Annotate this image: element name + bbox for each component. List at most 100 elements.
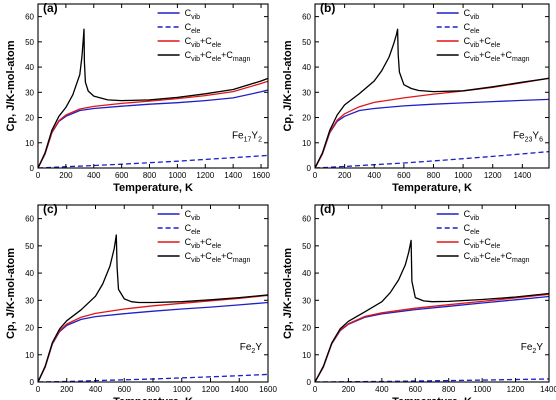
y-tick-label: 0	[307, 378, 312, 387]
subscript-text: ele	[491, 257, 500, 264]
label-text: Y	[532, 130, 539, 141]
series-line-total	[315, 28, 549, 168]
subscript-text: vib	[191, 215, 200, 222]
y-tick-label: 10	[25, 351, 34, 360]
subscript-text: ele	[491, 243, 500, 250]
subscript-text: vib	[470, 42, 479, 49]
material-label: Fe2Y	[521, 342, 544, 355]
legend-entry-total: Cvib+Cele+Cmagn	[464, 251, 530, 264]
x-tick-label: 0	[36, 385, 41, 394]
subscript-text: ele	[470, 229, 479, 236]
label-text: C	[464, 50, 471, 60]
x-tick-label: 1600	[259, 385, 277, 394]
y-tick-label: 60	[302, 13, 311, 22]
y-tick-label: 40	[302, 269, 311, 278]
subscript-text: 2	[532, 348, 536, 355]
label-text: C	[464, 36, 471, 46]
x-tick-label: 600	[409, 385, 423, 394]
y-tick-label: 30	[302, 88, 311, 97]
x-tick-label: 1400	[513, 171, 531, 180]
subscript-text: vib	[470, 243, 479, 250]
y-tick-label: 30	[25, 88, 34, 97]
y-tick-label: 30	[302, 296, 311, 305]
x-tick-label: 400	[375, 385, 389, 394]
y-tick-label: 60	[25, 13, 34, 22]
y-tick-label: 30	[25, 296, 34, 305]
subscript-text: vib	[470, 257, 479, 264]
y-tick-label: 10	[302, 351, 311, 360]
series-line-total	[38, 28, 268, 168]
label-text: C	[185, 22, 192, 32]
material-label: Fe17Y2	[232, 130, 262, 143]
y-tick-label: 0	[307, 164, 312, 173]
label-text: Fe	[232, 130, 244, 141]
label-text: C	[464, 237, 471, 247]
x-tick-label: 200	[342, 385, 356, 394]
y-tick-label: 60	[25, 215, 34, 224]
y-tick-label: 20	[302, 114, 311, 123]
x-tick-label: 600	[118, 385, 132, 394]
plot-frame	[314, 3, 550, 169]
label-text: +C	[479, 36, 491, 46]
label-text: +C	[200, 50, 212, 60]
legend-entry-ele: Cele	[464, 22, 480, 35]
y-axis-title: Cp, J/K-mol-atom	[282, 248, 294, 339]
label-text: C	[185, 50, 192, 60]
chart-panel-c: 0 200 400 600 800 1000 1200 1400 1600 0 10 20 30 40 50…	[5, 202, 277, 400]
y-tick-label: 40	[25, 269, 34, 278]
y-tick-label: 0	[30, 378, 35, 387]
panel-label: (a)	[43, 1, 58, 15]
chart-panel-d: 0 200 400 600 800 1000 1200 1400 0 10 20 30 40 50 60 Te…	[282, 202, 556, 400]
legend-entry-ele: Cele	[185, 223, 201, 236]
legend-entry-total: Cvib+Cele+Cmagn	[464, 50, 530, 63]
subscript-text: magn	[512, 257, 530, 264]
subscript-text: vib	[470, 215, 479, 222]
legend-entry-vib: Cvib	[464, 209, 480, 222]
y-axis-title: Cp, J/K-mol-atom	[5, 248, 17, 339]
x-axis-title: Temperature, K	[113, 396, 193, 400]
y-tick-label: 50	[302, 242, 311, 251]
x-tick-label: 200	[338, 171, 352, 180]
x-tick-label: 1200	[507, 385, 525, 394]
label-text: C	[185, 237, 192, 247]
material-label: Fe23Y6	[513, 130, 543, 143]
label-text: +C	[221, 251, 233, 261]
x-axis-title: Temperature, K	[113, 182, 193, 194]
plot-frame	[37, 3, 269, 169]
label-text: +C	[200, 237, 212, 247]
label-text: +C	[200, 36, 212, 46]
series-line-vib	[38, 89, 268, 168]
x-tick-label: 800	[143, 171, 157, 180]
label-text: C	[185, 36, 192, 46]
y-tick-label: 40	[302, 63, 311, 72]
x-tick-label: 600	[397, 171, 411, 180]
subscript-text: 6	[539, 136, 543, 143]
label-text: Fe	[513, 130, 525, 141]
label-text: C	[464, 22, 471, 32]
y-axis-title: Cp, J/K-mol-atom	[282, 40, 294, 131]
chart-panel-a: 0 200 400 600 800 1000 1200 1400 1600 0 10 20 30 40 50…	[5, 1, 270, 194]
label-text: C	[464, 209, 471, 219]
subscript-text: ele	[191, 28, 200, 35]
x-tick-label: 1400	[230, 385, 248, 394]
subscript-text: magn	[512, 56, 530, 63]
y-tick-label: 20	[302, 324, 311, 333]
subscript-text: ele	[191, 229, 200, 236]
label-text: +C	[479, 251, 491, 261]
label-text: C	[185, 8, 192, 18]
label-text: C	[464, 223, 471, 233]
label-text: Y	[255, 342, 262, 353]
x-tick-label: 1000	[173, 385, 191, 394]
subscript-text: vib	[191, 42, 200, 49]
label-text: +C	[500, 251, 512, 261]
x-tick-label: 800	[146, 385, 160, 394]
plot-frame	[37, 204, 269, 383]
series-line-vib	[315, 295, 549, 382]
x-tick-label: 1000	[454, 171, 472, 180]
label-text: Y	[251, 130, 258, 141]
x-tick-label: 200	[59, 171, 73, 180]
x-tick-label: 1200	[196, 171, 214, 180]
subscript-text: ele	[491, 56, 500, 63]
